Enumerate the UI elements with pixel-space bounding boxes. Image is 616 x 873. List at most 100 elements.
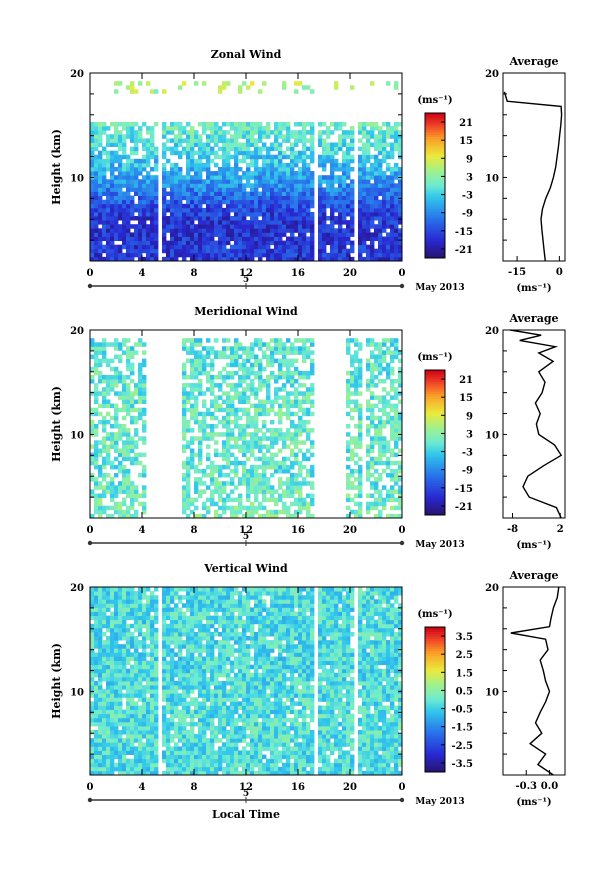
heatmap-cell <box>90 766 95 772</box>
heatmap-cell <box>102 399 107 404</box>
heatmap-cell <box>394 228 399 233</box>
heatmap-cell <box>382 146 387 152</box>
heatmap-cell <box>282 362 287 368</box>
x-tick-label: 0 <box>399 268 406 279</box>
heatmap-cell <box>306 350 311 355</box>
heatmap-cell <box>186 187 191 192</box>
heatmap-cell <box>286 203 291 209</box>
heatmap-cell <box>298 428 303 433</box>
heatmap-cell <box>138 407 143 413</box>
heatmap-cell <box>266 171 271 176</box>
heatmap-cell <box>138 611 143 616</box>
heatmap-cell <box>90 379 95 384</box>
heatmap-cell <box>202 220 207 225</box>
heatmap-cell <box>238 252 243 258</box>
heatmap-cell <box>110 750 115 755</box>
heatmap-cell <box>266 489 271 494</box>
heatmap-cell <box>118 407 123 413</box>
heatmap-cell <box>350 383 355 388</box>
colorbar-swatch <box>425 137 445 141</box>
heatmap-cell <box>218 138 223 143</box>
heatmap-cell <box>242 350 247 355</box>
heatmap-cell <box>366 383 371 388</box>
heatmap-cell <box>154 730 159 735</box>
heatmap-cell <box>322 179 327 184</box>
heatmap-cell <box>126 611 131 616</box>
heatmap-cell <box>114 615 119 621</box>
heatmap-cell <box>102 619 107 625</box>
heatmap-cell <box>318 224 323 229</box>
heatmap-cell <box>106 652 111 657</box>
heatmap-cell <box>126 452 131 458</box>
heatmap-cell <box>214 403 219 409</box>
heatmap-cell <box>234 220 239 225</box>
heatmap-cell <box>90 130 95 135</box>
heatmap-cell <box>218 216 223 221</box>
heatmap-cell <box>138 191 143 196</box>
heatmap-cell <box>382 358 387 364</box>
heatmap-cell <box>150 721 155 727</box>
heatmap-cell <box>194 142 199 147</box>
heatmap-cell <box>254 464 259 470</box>
heatmap-cell <box>110 726 115 731</box>
colorbar-swatch <box>425 408 445 412</box>
heatmap-cell <box>318 216 323 221</box>
heatmap-cell <box>262 228 267 233</box>
heatmap-cell <box>234 171 239 176</box>
heatmap-cell <box>242 130 247 135</box>
heatmap-cell <box>90 134 95 139</box>
heatmap-cell <box>354 407 359 413</box>
heatmap-cell <box>202 126 207 131</box>
heatmap-cell <box>186 167 191 172</box>
x-tick-label: 4 <box>139 525 146 536</box>
heatmap-cell <box>378 460 383 466</box>
heatmap-cell <box>106 183 111 188</box>
heatmap-cell <box>226 440 231 445</box>
heatmap-cell <box>114 444 119 449</box>
heatmap-cell <box>130 672 135 678</box>
heatmap-cell <box>362 236 367 241</box>
heatmap-cell <box>358 383 363 388</box>
heatmap-cell <box>266 436 271 441</box>
heatmap-cell <box>114 415 119 421</box>
heatmap-cell <box>374 469 379 474</box>
heatmap-cell <box>130 656 135 661</box>
heatmap-cell <box>134 611 139 616</box>
heatmap-cell <box>134 656 139 661</box>
heatmap-cell <box>110 158 115 164</box>
colorbar-swatch <box>425 115 445 119</box>
heatmap-cell <box>142 591 147 596</box>
heatmap-cell <box>146 252 151 258</box>
heatmap-cell <box>142 623 147 629</box>
heatmap-cell <box>310 187 315 192</box>
heatmap-cell <box>186 162 191 168</box>
heatmap-cell <box>122 693 127 698</box>
heatmap-cell <box>114 207 119 213</box>
heatmap-cell <box>374 122 379 127</box>
colorbar-swatch <box>425 370 445 373</box>
heatmap-cell <box>214 216 219 221</box>
heatmap-cell <box>366 424 371 429</box>
heatmap-cell <box>130 501 135 507</box>
heatmap-cell <box>354 383 359 388</box>
heatmap-cell <box>234 358 239 364</box>
heatmap-cell <box>178 171 183 176</box>
heatmap-cell <box>378 256 383 262</box>
heatmap-cell <box>242 134 247 139</box>
heatmap-cell <box>134 497 139 503</box>
heatmap-cell <box>342 228 347 233</box>
heatmap-cell <box>302 162 307 168</box>
heatmap-cell <box>222 481 227 486</box>
colorbar-tick-label: 9 <box>466 411 473 422</box>
heatmap-cell <box>138 603 143 608</box>
heatmap-cell <box>398 216 403 221</box>
heatmap-cell <box>118 652 123 657</box>
heatmap-cell <box>390 342 395 347</box>
heatmap-cell <box>94 599 99 604</box>
heatmap-cell <box>266 395 271 400</box>
heatmap-cell <box>374 179 379 184</box>
heatmap-cell <box>170 146 175 152</box>
heatmap-cell <box>282 224 287 229</box>
heatmap-cell <box>118 644 123 649</box>
heatmap-cell <box>258 477 263 482</box>
